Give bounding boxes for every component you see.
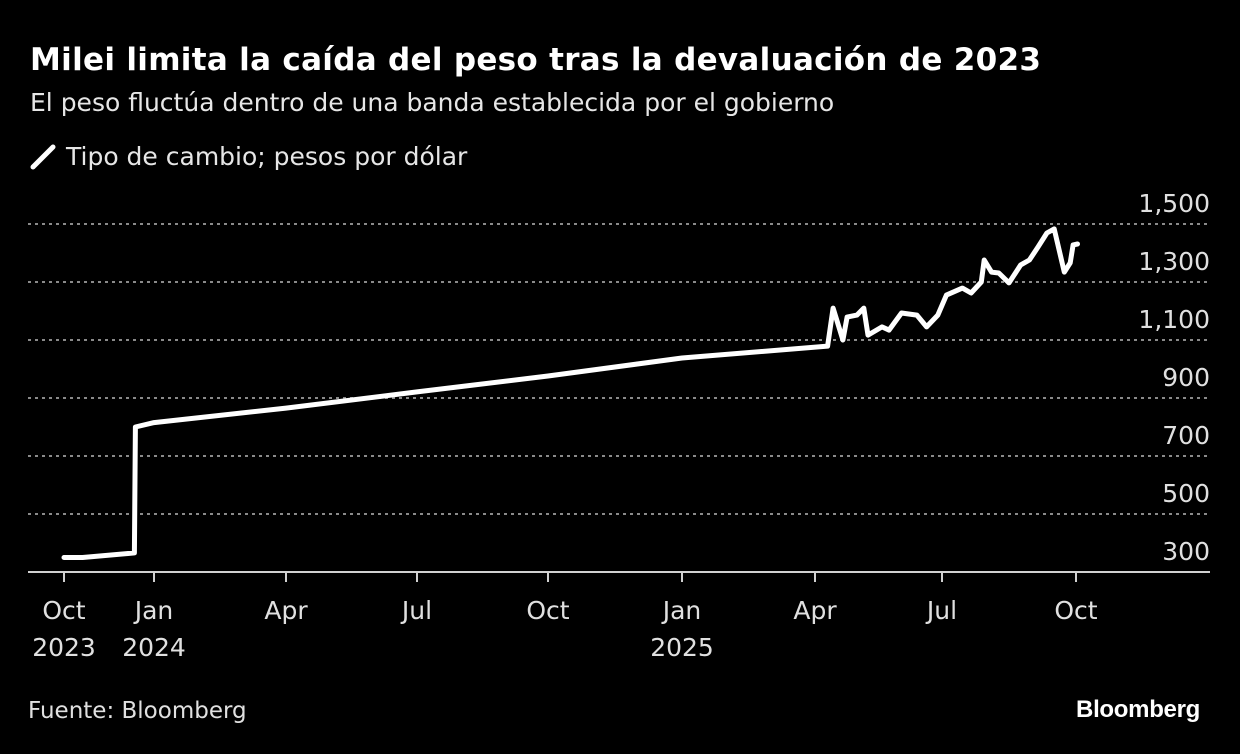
bloomberg-logo: Bloomberg xyxy=(1076,696,1200,723)
y-tick-label: 1,500 xyxy=(1138,189,1210,218)
x-tick-label: Jan xyxy=(661,596,702,625)
y-tick-label: 500 xyxy=(1162,479,1210,508)
x-tick-label: Apr xyxy=(264,596,308,625)
chart-subtitle: El peso fluctúa dentro de una banda esta… xyxy=(30,88,835,117)
y-tick-label: 700 xyxy=(1162,421,1210,450)
x-tick-label: Oct xyxy=(42,596,85,625)
y-tick-label: 1,100 xyxy=(1138,305,1210,334)
y-tick-label: 900 xyxy=(1162,363,1210,392)
source-note: Fuente: Bloomberg xyxy=(28,698,247,724)
x-tick-label: Apr xyxy=(793,596,837,625)
legend-label: Tipo de cambio; pesos por dólar xyxy=(66,142,468,171)
x-tick-label: Jul xyxy=(400,596,432,625)
x-tick-label: Jan xyxy=(133,596,174,625)
legend-line-icon xyxy=(30,144,56,169)
legend: Tipo de cambio; pesos por dólar xyxy=(30,142,467,171)
x-tick-label: 2023 xyxy=(32,633,96,662)
x-tick-label: 2025 xyxy=(650,633,714,662)
x-tick-label: 2024 xyxy=(122,633,186,662)
x-tick-label: Jul xyxy=(925,596,957,625)
series-line xyxy=(61,226,1080,560)
chart-title: Milei limita la caída del peso tras la d… xyxy=(30,42,1042,78)
x-tick-label: Oct xyxy=(1054,596,1097,625)
y-tick-label: 300 xyxy=(1162,537,1210,566)
y-tick-label: 1,300 xyxy=(1138,247,1210,276)
x-tick-label: Oct xyxy=(526,596,569,625)
